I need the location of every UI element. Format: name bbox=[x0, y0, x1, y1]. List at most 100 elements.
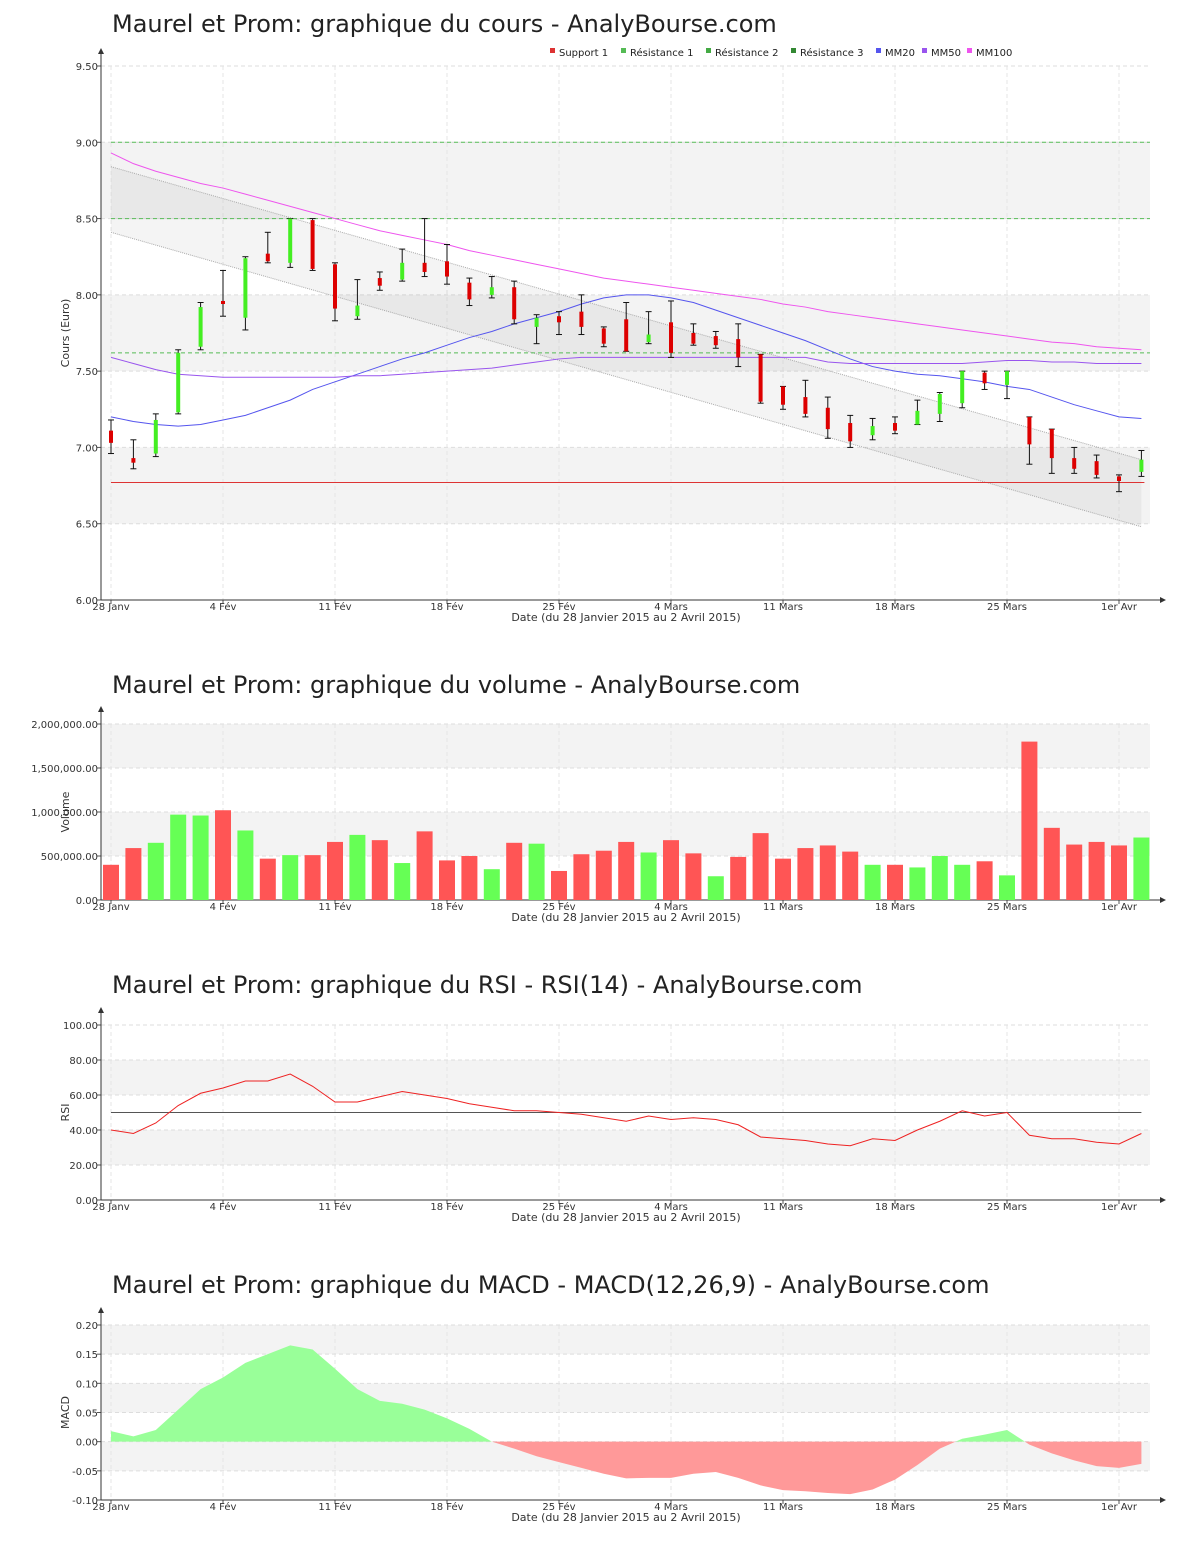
volume-bar bbox=[618, 841, 635, 900]
macd-xtick-label: 4 Mars bbox=[654, 1502, 688, 1513]
macd-ytick-label: 0.05 bbox=[76, 1409, 98, 1420]
candle-body bbox=[153, 419, 158, 454]
price-channel-upper bbox=[110, 166, 1142, 461]
candle-body bbox=[624, 319, 629, 352]
rsi-ytick-label: 80.00 bbox=[69, 1056, 98, 1067]
legend-label: MM100 bbox=[976, 48, 1012, 59]
macd-xtick-label: 25 Fév bbox=[542, 1501, 575, 1513]
macd-xtick-label: 1er Avr bbox=[1101, 1502, 1138, 1513]
rsi-ytick-label: 40.00 bbox=[69, 1126, 98, 1137]
price-channel-lower bbox=[110, 231, 1142, 528]
candle-body bbox=[1094, 461, 1099, 475]
candle-body bbox=[176, 352, 181, 413]
macd-area-negative bbox=[491, 1441, 956, 1495]
price-xtick-label: 1er Avr bbox=[1101, 602, 1138, 613]
ma-line-mm20 bbox=[110, 294, 1142, 427]
macd-xtick-label: 11 Mars bbox=[763, 1502, 803, 1513]
rsi-xtick-label: 1er Avr bbox=[1101, 1202, 1138, 1213]
volume-bar bbox=[1043, 827, 1060, 900]
candle-body bbox=[131, 458, 136, 463]
price-ytick-label: 7.50 bbox=[76, 367, 98, 378]
candle-body bbox=[512, 287, 517, 320]
candle-body bbox=[736, 339, 741, 358]
legend-swatch bbox=[791, 48, 796, 53]
macd-xtick-label: 18 Fév bbox=[430, 1501, 463, 1513]
price-chart: 6.00 6.50 7.00 7.50 8.00 8.50 9.00 9.50 28 Janv 4… bbox=[59, 47, 1166, 624]
legend-swatch bbox=[876, 48, 881, 53]
volume-bar bbox=[954, 864, 971, 900]
volume-ytick-label: 1,000,000.00 bbox=[31, 808, 98, 819]
volume-bar bbox=[595, 850, 612, 900]
volume-xtick-label: 4 Mars bbox=[654, 902, 688, 913]
price-y-axis-arrow bbox=[98, 48, 104, 54]
rsi-ytick-label: 0.00 bbox=[76, 1196, 98, 1207]
volume-bar bbox=[752, 833, 769, 900]
volume-bar bbox=[103, 864, 119, 900]
macd-ytick-label: -0.10 bbox=[72, 1496, 98, 1507]
volume-bar bbox=[797, 848, 814, 900]
candle-body bbox=[825, 407, 830, 430]
price-xtick-label: 18 Mars bbox=[875, 602, 915, 613]
volume-bar bbox=[707, 876, 724, 900]
candle-body bbox=[109, 430, 113, 443]
candle-body bbox=[557, 316, 561, 323]
volume-bar bbox=[439, 860, 455, 900]
macd-y-axis-arrow bbox=[98, 1307, 104, 1313]
macd-area-negative bbox=[1024, 1441, 1142, 1468]
price-ytick-label: 7.00 bbox=[76, 443, 98, 454]
candle-body bbox=[848, 423, 853, 442]
volume-bar bbox=[551, 870, 567, 900]
volume-bar bbox=[931, 856, 948, 900]
price-xtick-label: 25 Fév bbox=[542, 601, 575, 613]
volume-bar bbox=[259, 858, 276, 900]
volume-ytick-label: 0.00 bbox=[76, 896, 98, 907]
price-band bbox=[101, 447, 1150, 524]
macd-ytick-label: 0.10 bbox=[76, 1379, 98, 1390]
candle-body bbox=[579, 311, 584, 327]
rsi-line bbox=[110, 1073, 1142, 1147]
rsi-xtick-label: 25 Mars bbox=[987, 1202, 1027, 1213]
volume-bar bbox=[663, 840, 679, 900]
legend-label: MM50 bbox=[931, 48, 961, 59]
volume-bar bbox=[192, 815, 209, 900]
candle-body bbox=[400, 262, 405, 280]
volume-band bbox=[101, 724, 1150, 768]
legend-label: Support 1 bbox=[559, 48, 608, 59]
candle-body bbox=[310, 220, 315, 269]
volume-bar bbox=[730, 856, 747, 900]
price-ytick-label: 9.50 bbox=[76, 62, 98, 73]
rsi-x-axis-title: Date (du 28 Janvier 2015 au 2 Avril 2015… bbox=[511, 1211, 740, 1224]
candle-body bbox=[1049, 429, 1054, 459]
candle-body bbox=[691, 333, 696, 344]
macd-x-axis-title: Date (du 28 Janvier 2015 au 2 Avril 2015… bbox=[511, 1511, 740, 1524]
volume-x-axis-title: Date (du 28 Janvier 2015 au 2 Avril 2015… bbox=[511, 911, 740, 924]
volume-ytick-label: 500,000.00 bbox=[41, 852, 98, 863]
candle-body bbox=[960, 371, 965, 404]
volume-bar bbox=[909, 867, 926, 900]
volume-bar bbox=[976, 861, 993, 900]
candle-body bbox=[1072, 458, 1077, 469]
candle-body bbox=[803, 397, 808, 414]
candle-body bbox=[915, 410, 920, 425]
macd-ytick-label: 0.15 bbox=[76, 1350, 98, 1361]
rsi-y-axis-arrow bbox=[98, 1007, 104, 1013]
candle-body bbox=[534, 317, 539, 327]
price-band bbox=[101, 142, 1150, 219]
rsi-xtick-label: 18 Mars bbox=[875, 1202, 915, 1213]
volume-bar bbox=[573, 854, 590, 900]
rsi-xtick-label: 25 Fév bbox=[542, 1201, 575, 1213]
rsi-xtick-label: 11 Mars bbox=[763, 1202, 803, 1213]
legend-label: Résistance 2 bbox=[715, 47, 778, 59]
volume-xtick-label: 25 Mars bbox=[987, 902, 1027, 913]
volume-ytick-label: 1,500,000.00 bbox=[31, 764, 98, 775]
rsi-xtick-label: 4 Fév bbox=[210, 1201, 237, 1213]
price-xtick-label: 4 Mars bbox=[654, 602, 688, 613]
price-xtick-label: 28 Janv bbox=[92, 602, 129, 613]
volume-bar bbox=[170, 814, 187, 900]
price-xtick-label: 25 Mars bbox=[987, 602, 1027, 613]
volume-bar bbox=[1088, 841, 1105, 900]
price-xtick-label: 11 Fév bbox=[318, 601, 351, 613]
volume-bar bbox=[864, 864, 881, 900]
candle-body bbox=[870, 426, 875, 436]
